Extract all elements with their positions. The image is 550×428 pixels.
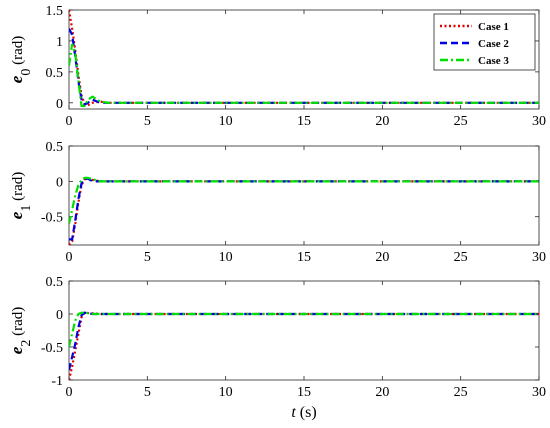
x-tick-label: 30 bbox=[532, 114, 546, 129]
x-tick-label: 30 bbox=[532, 385, 546, 400]
x-tick-label: 10 bbox=[219, 250, 233, 265]
x-tick-label: 0 bbox=[66, 250, 73, 265]
series-line-case-3 bbox=[69, 176, 539, 225]
y-tick-label: -0.5 bbox=[41, 211, 63, 226]
x-tick-label: 20 bbox=[375, 250, 389, 265]
x-tick-label: 10 bbox=[219, 385, 233, 400]
y-tick-label: 0.5 bbox=[46, 66, 64, 81]
y-tick-label: 0.5 bbox=[46, 140, 64, 155]
x-tick-label: 20 bbox=[375, 385, 389, 400]
y-axis-label: e0 (rad) bbox=[7, 36, 34, 83]
x-tick-label: 5 bbox=[144, 385, 151, 400]
x-tick-label: 25 bbox=[454, 114, 468, 129]
x-tick-label: 25 bbox=[454, 385, 468, 400]
y-tick-label: -1 bbox=[51, 374, 63, 389]
legend-label: Case 2 bbox=[478, 38, 509, 50]
y-tick-label: -0.5 bbox=[41, 341, 63, 356]
y-axis-label: e2 (rad) bbox=[7, 307, 34, 354]
y-tick-label: 1.5 bbox=[46, 4, 64, 19]
x-tick-label: 5 bbox=[144, 250, 151, 265]
x-axis-label: t (s) bbox=[291, 404, 316, 421]
x-tick-label: 15 bbox=[297, 250, 311, 265]
x-tick-label: 10 bbox=[219, 114, 233, 129]
x-tick-label: 15 bbox=[297, 385, 311, 400]
legend-box bbox=[433, 13, 536, 71]
series-line-case-2 bbox=[69, 177, 539, 241]
y-tick-label: 0 bbox=[56, 175, 63, 190]
chart-panel-1: -0.5 0 0.5 0 5 10 15 20 25 30 e1 (rad) bbox=[7, 140, 546, 265]
x-tick-label: 0 bbox=[66, 385, 73, 400]
legend-label: Case 3 bbox=[478, 55, 509, 67]
series-line-case-2 bbox=[69, 311, 539, 371]
series-line-case-2 bbox=[69, 28, 539, 107]
series-line-case-3 bbox=[69, 43, 539, 108]
plot-area-frame bbox=[68, 145, 540, 246]
x-tick-label: 5 bbox=[144, 114, 151, 129]
legend-label: Case 1 bbox=[478, 21, 509, 33]
y-tick-label: 0.5 bbox=[46, 275, 64, 290]
y-axis-label: e1 (rad) bbox=[7, 172, 34, 219]
x-tick-label: 0 bbox=[66, 114, 73, 129]
legend: Case 1 Case 2 Case 3 bbox=[433, 13, 536, 71]
y-tick-label: 1 bbox=[56, 35, 63, 50]
y-tick-label: 0 bbox=[56, 308, 63, 323]
x-tick-label: 20 bbox=[375, 114, 389, 129]
chart-panel-2: -1 -0.5 0 0.5 0 5 10 15 20 25 30 e2 (rad) t (s) bbox=[7, 275, 546, 421]
chart-panel-0: 0 0.5 1 1.5 0 5 10 15 20 25 30 e0 (rad) Case 1 Case 2… bbox=[7, 4, 546, 129]
x-tick-label: 15 bbox=[297, 114, 311, 129]
x-tick-label: 25 bbox=[454, 250, 468, 265]
plot-area-frame bbox=[68, 280, 540, 381]
series-line-case-3 bbox=[69, 311, 539, 348]
y-tick-label: 0 bbox=[56, 97, 63, 112]
x-tick-label: 30 bbox=[532, 250, 546, 265]
